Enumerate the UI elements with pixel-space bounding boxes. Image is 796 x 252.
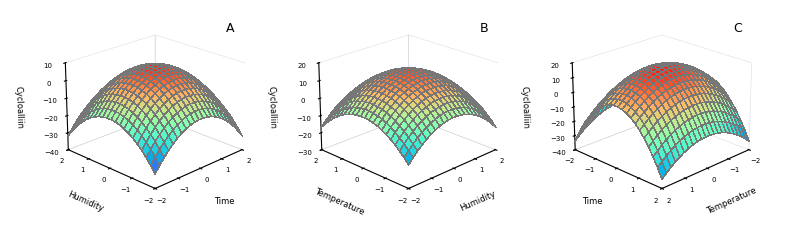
- Y-axis label: Humidity: Humidity: [66, 190, 105, 213]
- Text: A: A: [226, 22, 235, 35]
- X-axis label: Humidity: Humidity: [458, 190, 498, 213]
- X-axis label: Temperature: Temperature: [705, 186, 758, 216]
- X-axis label: Time: Time: [214, 197, 235, 206]
- Y-axis label: Temperature: Temperature: [313, 186, 365, 216]
- Text: C: C: [733, 22, 742, 35]
- Y-axis label: Time: Time: [582, 197, 603, 206]
- Text: B: B: [480, 22, 488, 35]
